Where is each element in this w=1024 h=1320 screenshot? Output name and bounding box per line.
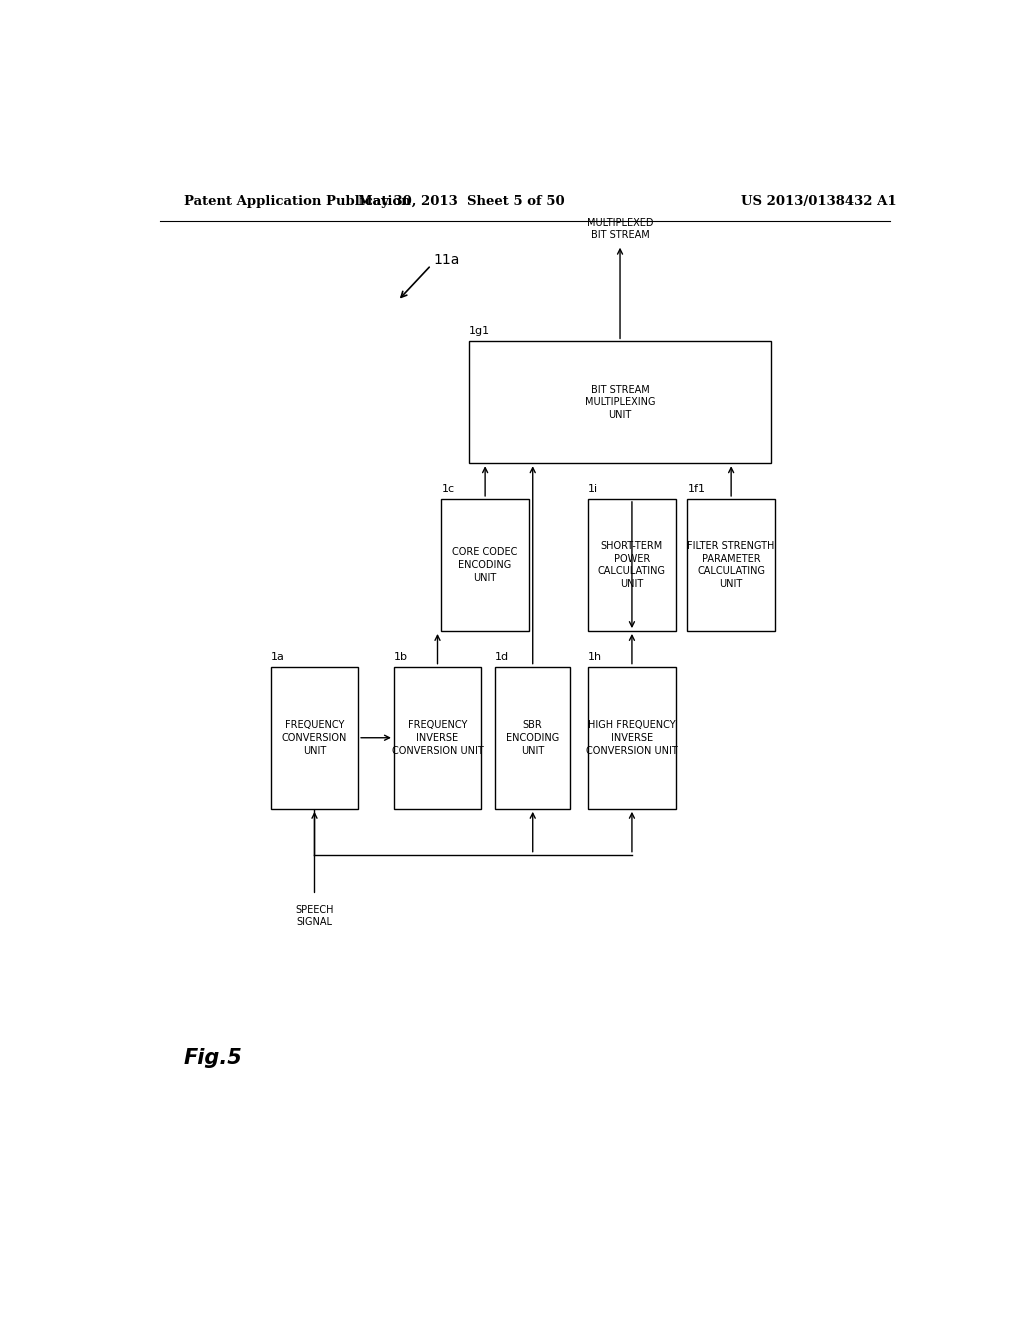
Text: Patent Application Publication: Patent Application Publication bbox=[183, 194, 411, 207]
Bar bbox=[270, 667, 358, 809]
Text: SPEECH
SIGNAL: SPEECH SIGNAL bbox=[295, 906, 334, 927]
Bar bbox=[687, 499, 775, 631]
Bar bbox=[588, 499, 676, 631]
Bar bbox=[441, 499, 528, 631]
Text: FREQUENCY
INVERSE
CONVERSION UNIT: FREQUENCY INVERSE CONVERSION UNIT bbox=[391, 719, 483, 755]
Text: FILTER STRENGTH
PARAMETER
CALCULATING
UNIT: FILTER STRENGTH PARAMETER CALCULATING UN… bbox=[687, 541, 775, 589]
Bar bbox=[495, 667, 570, 809]
Text: 1a: 1a bbox=[270, 652, 285, 661]
Bar bbox=[469, 342, 771, 463]
Text: 1g1: 1g1 bbox=[469, 326, 490, 337]
Text: SBR
ENCODING
UNIT: SBR ENCODING UNIT bbox=[506, 719, 559, 755]
Bar bbox=[588, 667, 676, 809]
Text: 1f1: 1f1 bbox=[687, 484, 706, 494]
Text: May 30, 2013  Sheet 5 of 50: May 30, 2013 Sheet 5 of 50 bbox=[358, 194, 564, 207]
Text: 1b: 1b bbox=[394, 652, 408, 661]
Text: 1h: 1h bbox=[588, 652, 602, 661]
Text: FREQUENCY
CONVERSION
UNIT: FREQUENCY CONVERSION UNIT bbox=[282, 719, 347, 755]
Text: MULTIPLEXED
BIT STREAM: MULTIPLEXED BIT STREAM bbox=[587, 218, 653, 240]
Bar bbox=[394, 667, 481, 809]
Text: 1i: 1i bbox=[588, 484, 598, 494]
Text: BIT STREAM
MULTIPLEXING
UNIT: BIT STREAM MULTIPLEXING UNIT bbox=[585, 384, 655, 420]
Text: 1d: 1d bbox=[495, 652, 509, 661]
Text: SHORT-TERM
POWER
CALCULATING
UNIT: SHORT-TERM POWER CALCULATING UNIT bbox=[598, 541, 666, 589]
Text: 11a: 11a bbox=[433, 253, 460, 267]
Text: US 2013/0138432 A1: US 2013/0138432 A1 bbox=[740, 194, 896, 207]
Text: CORE CODEC
ENCODING
UNIT: CORE CODEC ENCODING UNIT bbox=[453, 548, 518, 582]
Text: HIGH FREQUENCY
INVERSE
CONVERSION UNIT: HIGH FREQUENCY INVERSE CONVERSION UNIT bbox=[586, 719, 678, 755]
Text: Fig.5: Fig.5 bbox=[183, 1048, 243, 1068]
Text: 1c: 1c bbox=[441, 484, 455, 494]
